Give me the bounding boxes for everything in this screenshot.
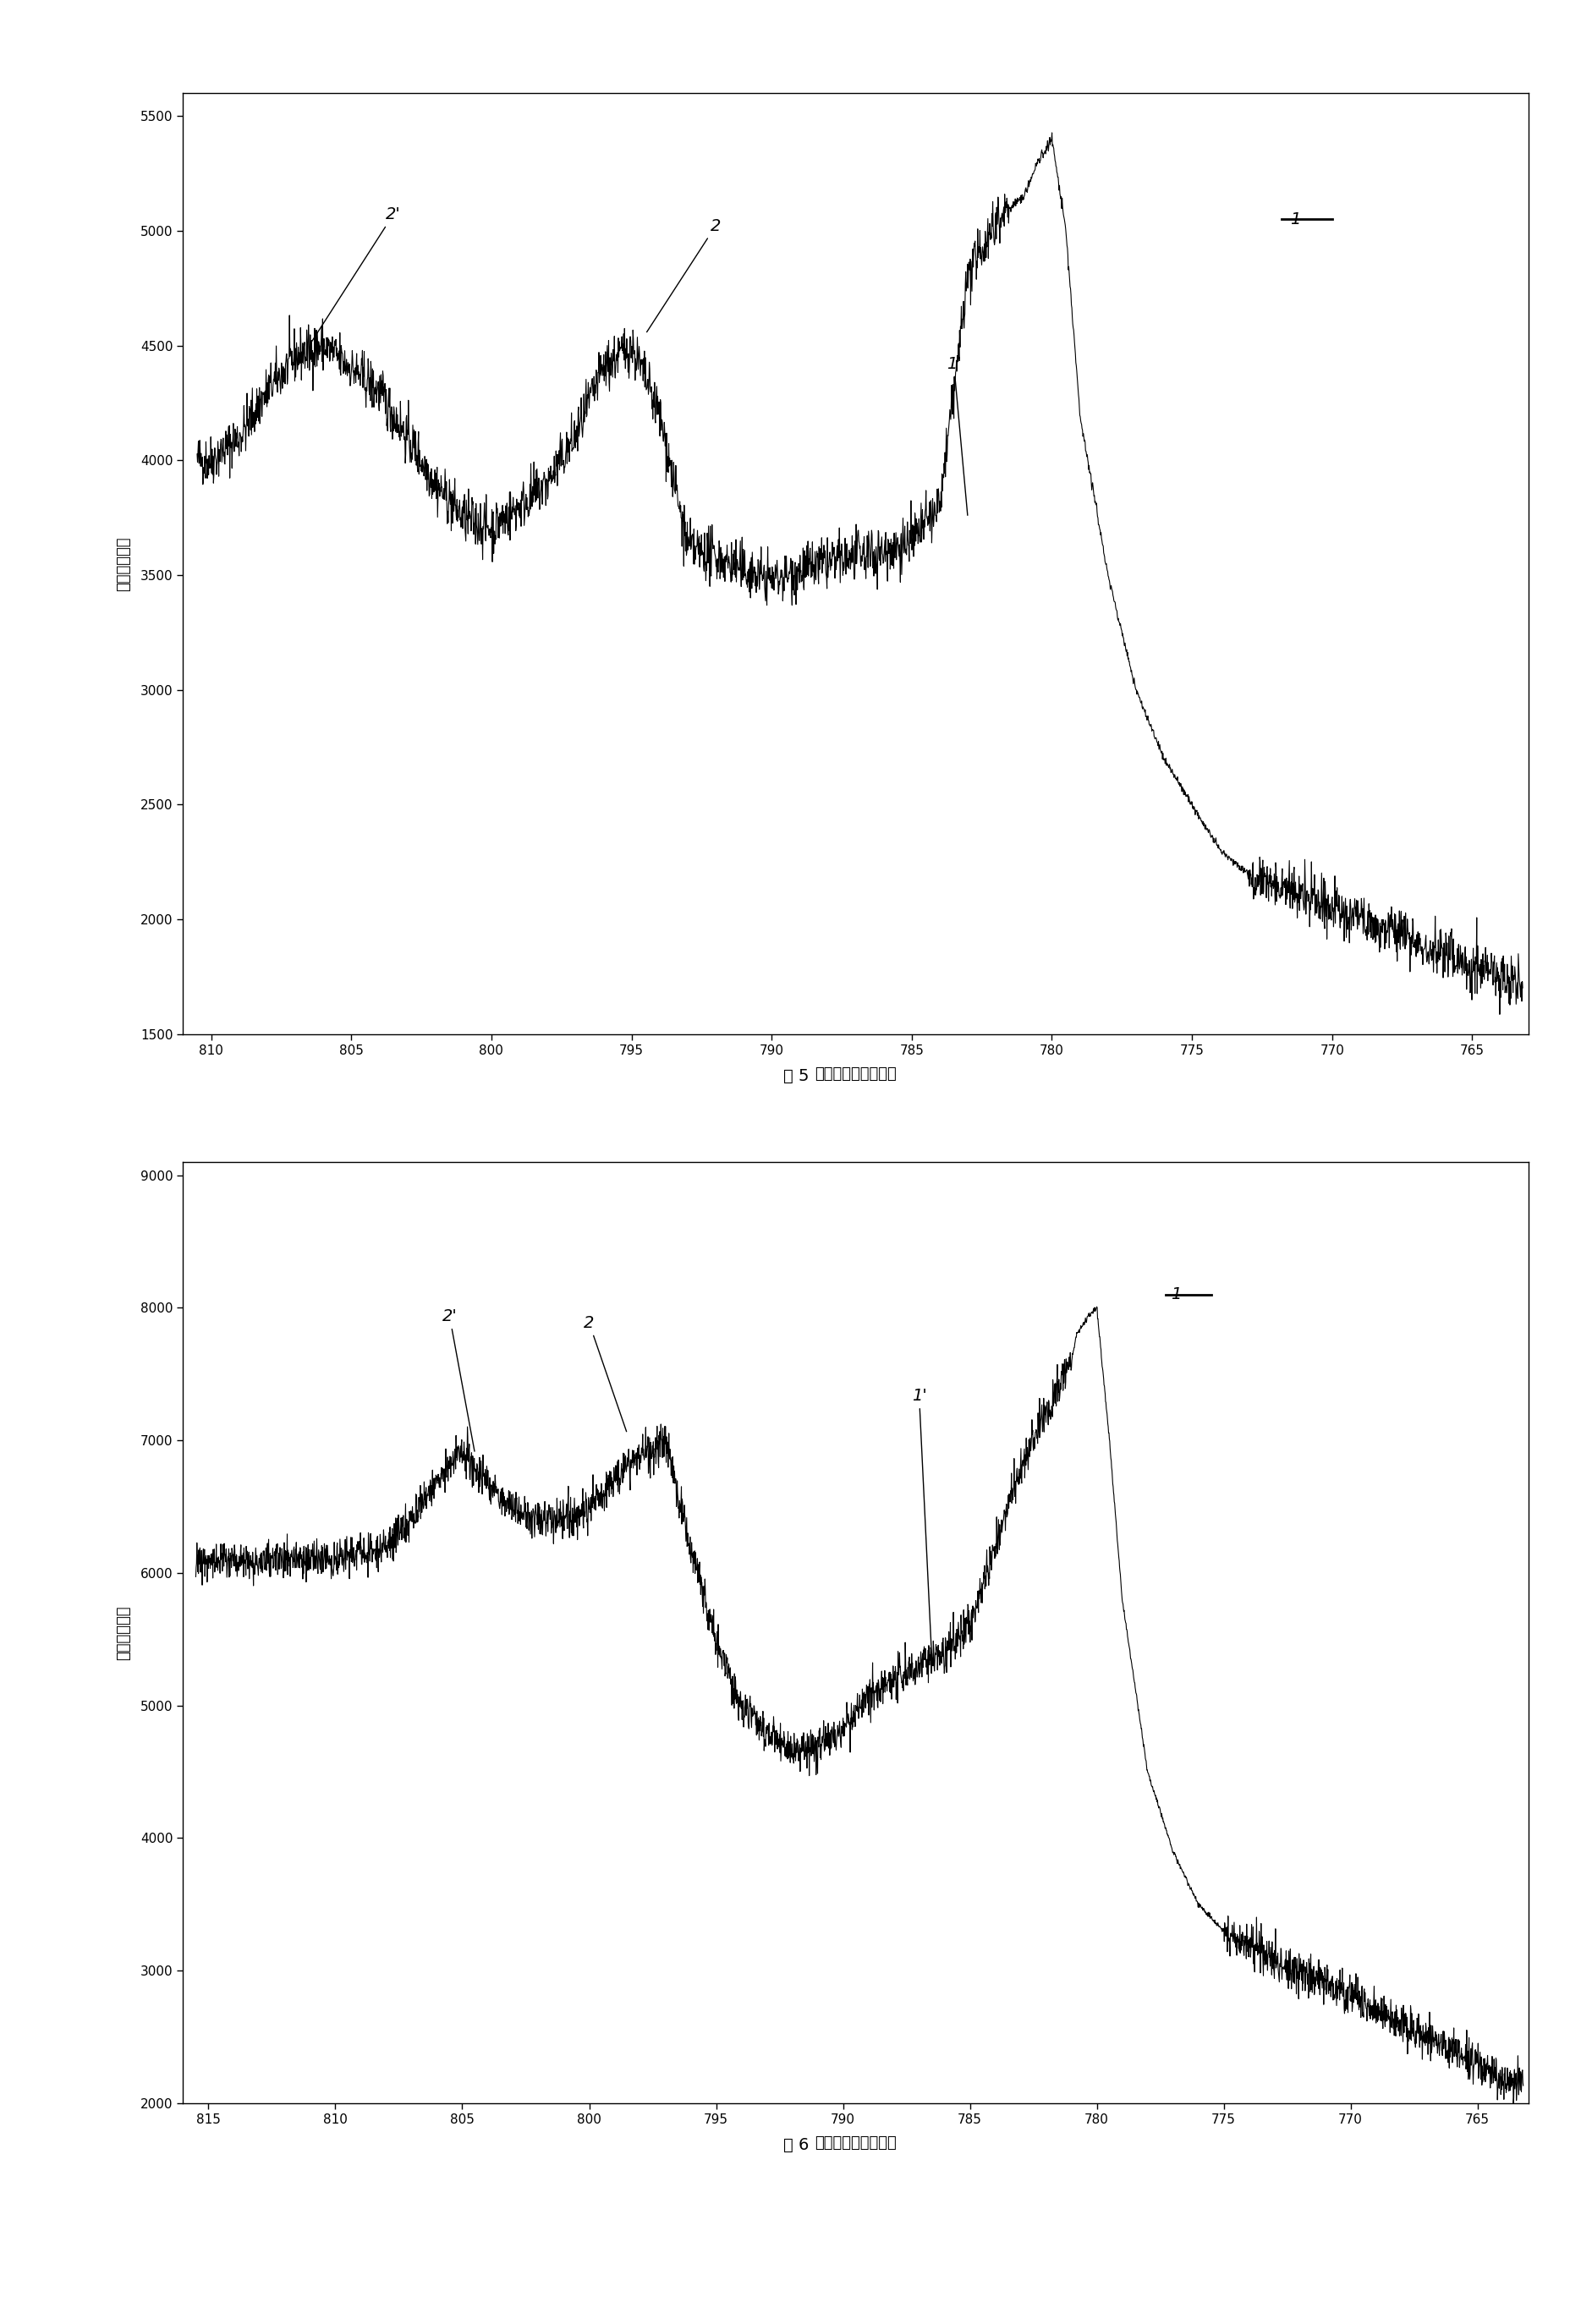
Text: 2: 2 xyxy=(646,218,721,332)
Text: 2': 2' xyxy=(443,1308,474,1452)
Text: 1: 1 xyxy=(1290,211,1301,228)
X-axis label: 结合能（电子伏特）: 结合能（电子伏特） xyxy=(815,2136,896,2150)
Text: 图 5: 图 5 xyxy=(783,1069,809,1083)
Text: 2: 2 xyxy=(584,1315,627,1432)
X-axis label: 结合能（电子伏特）: 结合能（电子伏特） xyxy=(815,1067,896,1081)
Text: 1': 1' xyxy=(912,1387,931,1657)
Text: 图 6: 图 6 xyxy=(783,2138,809,2152)
Y-axis label: 计数率（秒）: 计数率（秒） xyxy=(116,537,131,590)
Text: 1': 1' xyxy=(946,356,968,516)
Y-axis label: 计数率（秒）: 计数率（秒） xyxy=(116,1606,131,1659)
Text: 2': 2' xyxy=(310,207,401,344)
Text: 1: 1 xyxy=(1170,1287,1181,1301)
